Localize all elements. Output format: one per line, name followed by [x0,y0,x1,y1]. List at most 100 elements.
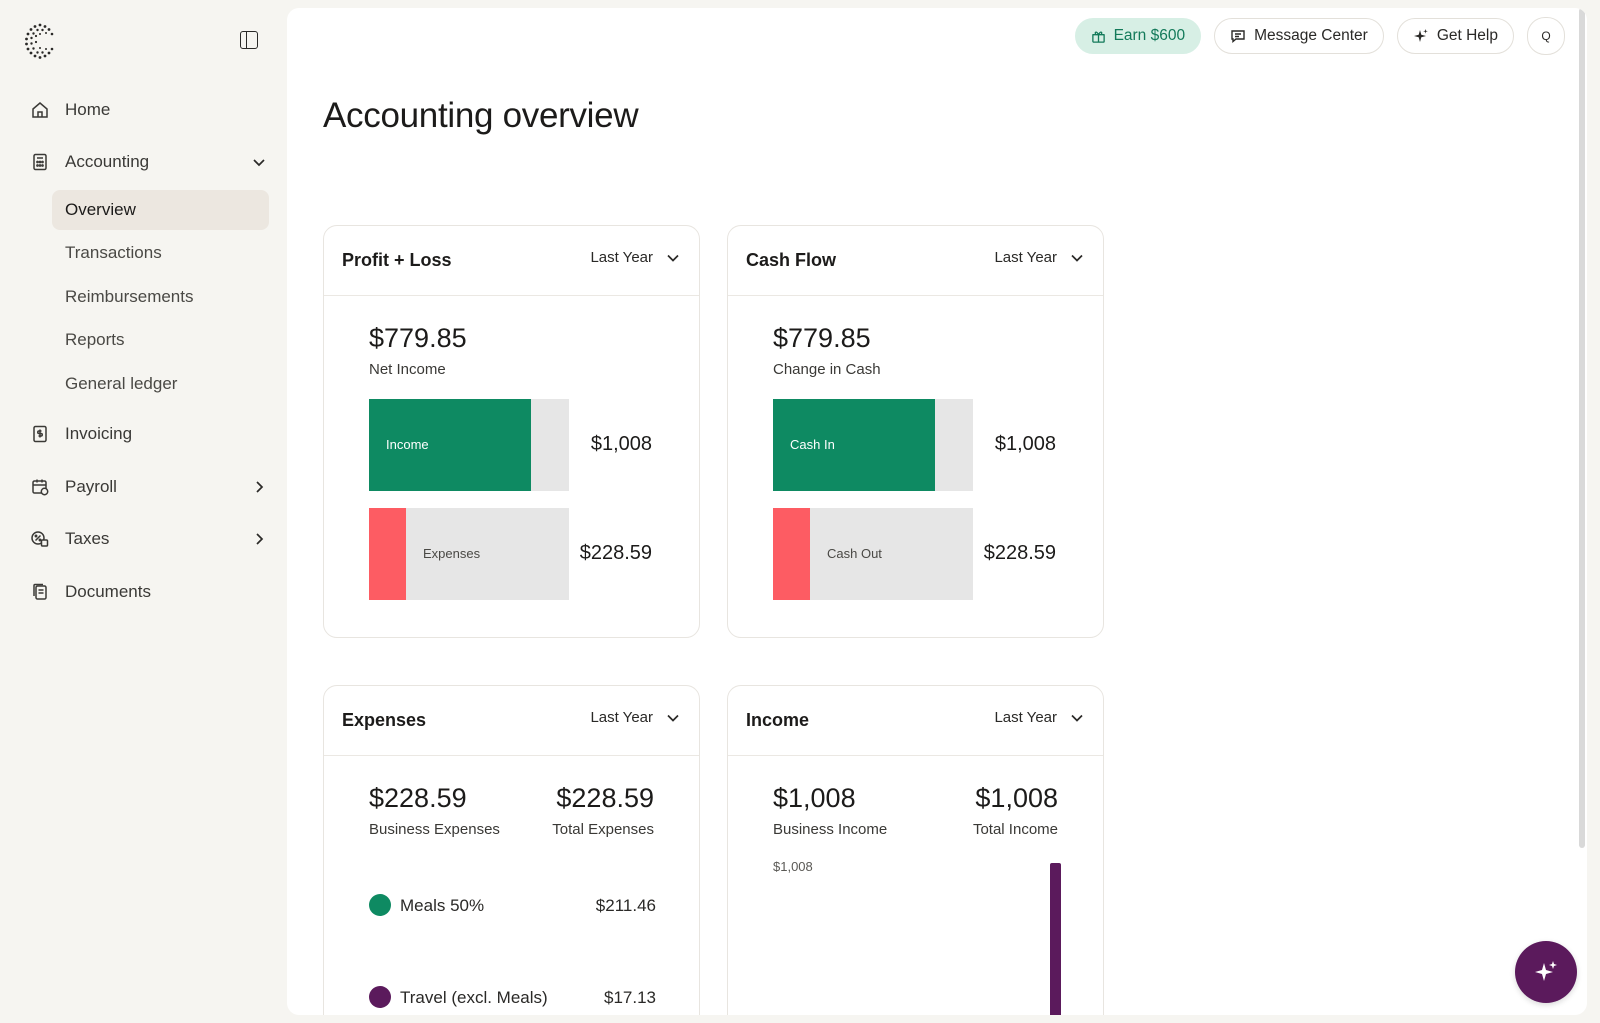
cash-flow-card: Cash Flow Last Year $779.85 Change in Ca… [727,225,1104,638]
invoice-icon [28,422,52,446]
calculator-icon [28,150,52,174]
sidebar-item-accounting[interactable]: Accounting [28,148,273,176]
business-expenses-amount: $228.59 [369,783,467,813]
page-scrollbar[interactable] [1579,8,1585,848]
earn-label: Earn $600 [1113,27,1186,44]
sidebar-subitem-overview[interactable]: Overview [52,190,269,230]
chevron-right-icon[interactable] [249,529,269,549]
sidebar-item-taxes[interactable]: Taxes [28,525,273,553]
message-center-label: Message Center [1254,27,1368,44]
income-bar[interactable]: Income [369,399,569,491]
total-income-amount: $1,008 [975,783,1058,813]
payroll-icon [28,475,52,499]
sidebar-item-label: Accounting [65,152,150,171]
sparkle-icon [1535,961,1557,981]
cash-out-bar-label: Cash Out [827,546,882,561]
net-income-label: Net Income [369,361,446,378]
sidebar-subitem-reimbursements[interactable]: Reimbursements [65,287,194,306]
sidebar-subitem-transactions[interactable]: Transactions [65,243,162,262]
meals-amount: $211.46 [595,896,656,915]
income-bar-fill [369,399,531,491]
sidebar-item-label: Taxes [65,529,110,548]
cash-in-bar[interactable]: Cash In [773,399,973,491]
period-dropdown[interactable]: Last Year [994,709,1085,726]
earn-referral-button[interactable]: Earn $600 [1074,18,1202,54]
business-expenses-label: Business Expenses [369,821,500,838]
ai-assistant-button[interactable] [1515,941,1577,1003]
change-in-cash-label: Change in Cash [773,361,881,378]
travel-label[interactable]: Travel (excl. Meals) [400,988,548,1007]
chevron-down-icon [667,254,679,262]
total-expenses-amount: $228.59 [556,783,654,813]
home-icon [28,98,52,122]
gift-icon [1091,30,1105,43]
message-center-button[interactable]: Message Center [1214,18,1384,54]
profit-loss-card: Profit + Loss Last Year $779.85 Net Inco… [323,225,700,638]
expenses-bar-amount: $228.59 [579,542,652,564]
sidebar-subitem-reports[interactable]: Reports [65,330,125,349]
total-expenses-label: Total Expenses [552,821,654,838]
expenses-bar-label: Expenses [423,546,481,561]
sparkle-icon [1413,29,1428,42]
sidebar-subitem-general-ledger[interactable]: General ledger [65,374,178,393]
cash-out-bar-fill [773,508,810,600]
cash-in-bar-amount: $1,008 [994,433,1056,455]
message-icon [1231,30,1245,43]
expenses-card: Expenses Last Year $228.59 Business Expe… [323,685,700,1015]
period-label: Last Year [590,249,653,266]
cash-out-bar[interactable]: Cash Out [773,508,973,600]
period-dropdown[interactable]: Last Year [994,249,1085,266]
period-label: Last Year [994,249,1057,266]
cash-in-bar-fill [773,399,935,491]
sidebar-item-label: Invoicing [65,424,133,443]
income-chart-bar[interactable] [1050,863,1061,1015]
net-income-amount: $779.85 [369,323,467,353]
cash-out-bar-amount: $228.59 [983,542,1056,564]
sidebar-item-label: Payroll [65,477,117,496]
card-title: Income [746,710,810,730]
sidebar-item-invoicing[interactable]: Invoicing [28,420,273,448]
main-panel: Earn $600 Message Center Get Help Q Acco… [287,8,1587,1015]
total-income-label: Total Income [972,821,1058,838]
page-title: Accounting overview [323,96,639,135]
travel-amount: $17.13 [604,988,656,1007]
expenses-bar[interactable]: Expenses [369,508,569,600]
business-income-label: Business Income [773,821,888,838]
period-dropdown[interactable]: Last Year [590,249,681,266]
sidebar-item-label: Documents [65,582,151,601]
income-card: Income Last Year $1,008 Business Income … [727,685,1104,1015]
sidebar-item-label: Home [65,100,111,119]
meals-dot [369,894,391,916]
meals-label[interactable]: Meals 50% [400,896,485,915]
cash-in-bar-label: Cash In [790,437,835,452]
business-income-amount: $1,008 [773,783,856,813]
card-header: Profit + Loss Last Year [324,226,699,296]
sidebar-item-payroll[interactable]: Payroll [28,473,273,501]
top-toolbar: Earn $600 Message Center Get Help Q [1074,17,1565,55]
brand-logo-icon[interactable] [24,22,56,60]
card-header: Expenses Last Year [324,686,699,756]
card-title: Profit + Loss [342,250,452,270]
sidebar-item-home[interactable]: Home [28,96,273,124]
period-dropdown[interactable]: Last Year [590,709,681,726]
card-title: Expenses [342,710,427,730]
period-label: Last Year [590,709,653,726]
chevron-down-icon [1071,254,1083,262]
collapse-sidebar-button[interactable] [240,31,258,49]
expenses-bar-fill [369,508,406,600]
sidebar-item-documents[interactable]: Documents [28,578,273,606]
chevron-down-icon [667,714,679,722]
card-header: Cash Flow Last Year [728,226,1103,296]
card-header: Income Last Year [728,686,1103,756]
get-help-button[interactable]: Get Help [1396,18,1514,54]
chevron-down-icon [1071,714,1083,722]
sidebar: Home Accounting Overview Transactions Re… [0,0,287,1023]
income-chart-axis-label: $1,008 [773,859,813,874]
income-bar-amount: $1,008 [590,433,652,455]
chevron-right-icon[interactable] [249,477,269,497]
avatar[interactable]: Q [1527,17,1565,55]
chevron-down-icon[interactable] [249,152,269,172]
period-label: Last Year [994,709,1057,726]
travel-dot [369,986,391,1008]
taxes-icon [28,527,52,551]
